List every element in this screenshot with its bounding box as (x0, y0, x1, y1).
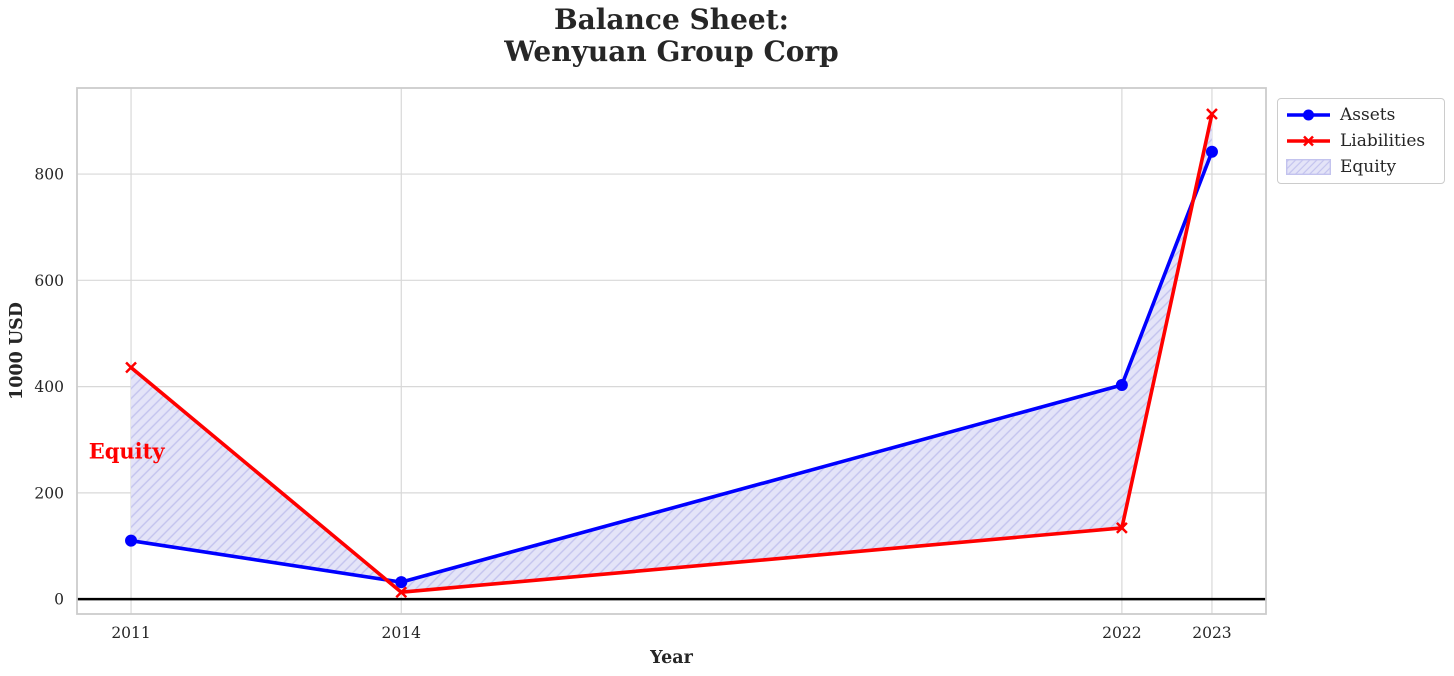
equity-hatch-sample-icon (1286, 159, 1331, 175)
chart-title: Balance Sheet: Wenyuan Group Corp (77, 4, 1266, 68)
legend: Assets Liabilities Equity (1277, 98, 1445, 184)
assets-point (1205, 145, 1218, 158)
x-tick-label: 2014 (382, 624, 422, 642)
liabilities-point (395, 586, 408, 599)
legend-item-equity: Equity (1286, 154, 1444, 180)
axes-border (76, 87, 1267, 615)
y-tick-label: 600 (34, 272, 64, 290)
chart-title-line2: Wenyuan Group Corp (504, 35, 839, 68)
liabilities-line-sample-icon (1287, 135, 1330, 147)
equity-fill-hatch (131, 114, 1212, 593)
legend-item-liabilities: Liabilities (1286, 128, 1444, 154)
liabilities-point (1115, 522, 1128, 534)
y-tick-labels: 0 200 400 600 800 (34, 166, 64, 609)
assets-point (125, 534, 138, 547)
y-tick-label: 800 (34, 166, 64, 184)
legend-label-assets: Assets (1340, 105, 1396, 125)
x-axis-label: Year (649, 648, 693, 668)
legend-label-equity: Equity (1340, 157, 1397, 177)
legend-label-liabilities: Liabilities (1340, 131, 1426, 151)
x-tick-label: 2023 (1192, 624, 1231, 642)
x-tick-label: 2022 (1102, 624, 1141, 642)
assets-point (1115, 379, 1128, 392)
legend-item-assets: Assets (1286, 102, 1444, 128)
x-tick-label: 2011 (111, 624, 150, 642)
assets-line (130, 151, 1214, 584)
assets-point (395, 576, 408, 589)
liabilities-markers (125, 108, 1218, 599)
y-axis-label: 1000 USD (7, 302, 27, 400)
liabilities-line (129, 113, 1214, 595)
y-tick-label: 200 (34, 484, 64, 502)
liabilities-point (125, 361, 137, 374)
y-tick-label: 400 (34, 378, 64, 396)
y-tick-label: 0 (54, 591, 64, 609)
assets-markers (125, 145, 1218, 589)
chart-title-line1: Balance Sheet: (553, 3, 790, 36)
assets-line-sample-icon (1287, 109, 1330, 121)
equity-annotation: Equity (89, 438, 166, 463)
liabilities-point (1206, 108, 1218, 120)
x-tick-labels: 2011 2014 2022 2023 (111, 624, 1231, 642)
